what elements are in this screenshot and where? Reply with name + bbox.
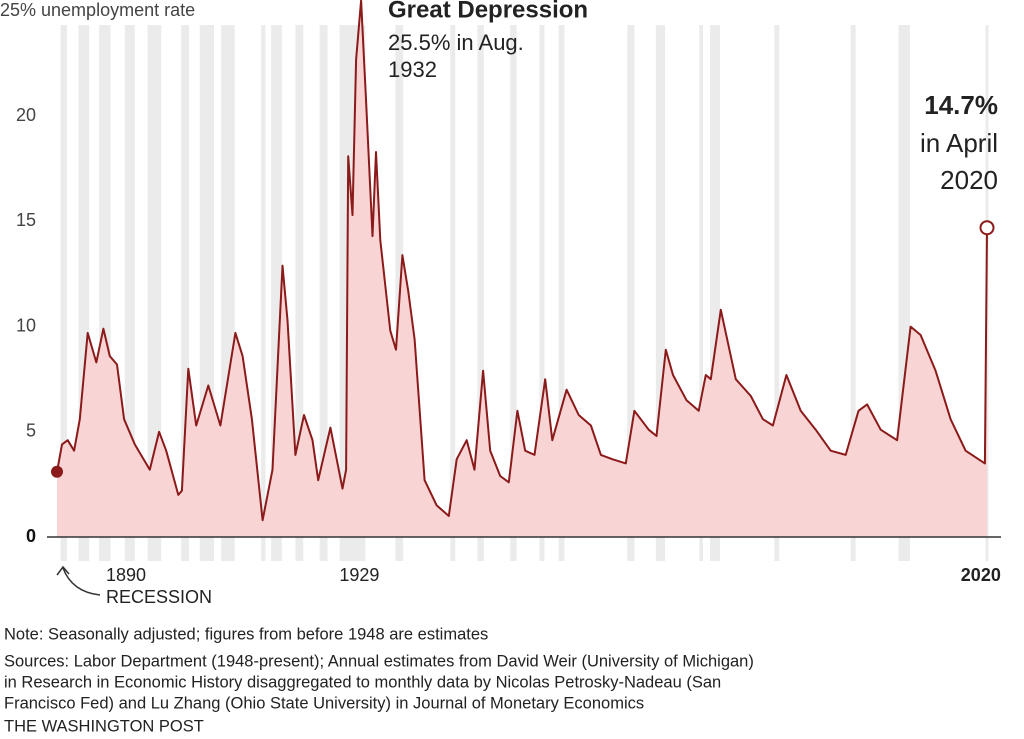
line xyxy=(56,0,988,522)
recession-band xyxy=(60,25,67,561)
recession-band xyxy=(627,25,635,561)
y-tick-label: 20 xyxy=(16,105,36,125)
recession-band xyxy=(655,25,666,561)
arrow xyxy=(56,565,101,596)
recession-band xyxy=(710,25,721,561)
recession-band xyxy=(850,25,856,561)
recession-band xyxy=(78,25,90,561)
end-marker xyxy=(979,220,995,236)
annotation: 25.5% in Aug. xyxy=(388,30,524,55)
recession-band xyxy=(774,25,780,561)
note: Note: Seasonally adjusted; figures from … xyxy=(4,625,488,643)
annotation: in April xyxy=(920,128,998,158)
annotation: 1932 xyxy=(388,57,437,82)
credit: THE WASHINGTON POST xyxy=(4,717,204,735)
recession-band xyxy=(510,25,517,561)
recession-band xyxy=(124,25,135,561)
x-tick-label: 2020 xyxy=(961,565,1001,585)
recession-band xyxy=(477,25,484,561)
plot xyxy=(51,0,995,537)
recession-band xyxy=(181,25,190,561)
y-tick-label: 25% unemployment rate xyxy=(0,0,195,20)
area xyxy=(57,0,987,537)
annotation-title: Great Depression xyxy=(388,0,588,23)
x-tick-label: 1890 xyxy=(106,565,146,585)
recession-band xyxy=(319,25,328,561)
recession-band xyxy=(450,25,456,561)
recession-band xyxy=(699,25,703,561)
recession-band xyxy=(898,25,910,561)
y-tick-label: 15 xyxy=(16,210,36,230)
annotation-title: 14.7% xyxy=(924,90,998,120)
recession-band xyxy=(99,25,111,561)
y-tick-label: 5 xyxy=(26,421,36,441)
annotation: 2020 xyxy=(940,165,998,195)
x-tick-label: 1929 xyxy=(339,565,379,585)
source: Francisco Fed) and Lu Zhang (Ohio State … xyxy=(4,694,644,712)
recession-band xyxy=(271,25,282,561)
source: in Research in Economic History disaggre… xyxy=(4,673,721,691)
annotation: RECESSION xyxy=(106,587,212,607)
y-tick-label: 0 xyxy=(26,526,36,546)
recession-band xyxy=(147,25,162,561)
recession-band xyxy=(539,25,545,561)
recession-band xyxy=(295,25,304,561)
start-marker xyxy=(51,465,63,478)
y-tick-label: 10 xyxy=(16,315,36,335)
recession-band xyxy=(558,25,565,561)
source: Sources: Labor Department (1948-present)… xyxy=(4,652,754,670)
recession-band xyxy=(261,25,266,561)
